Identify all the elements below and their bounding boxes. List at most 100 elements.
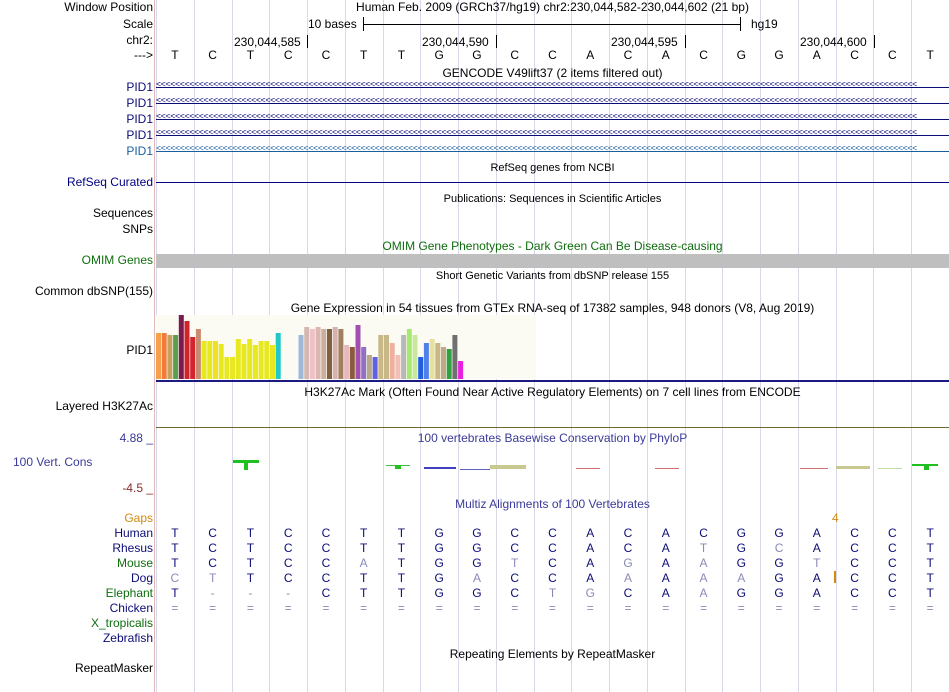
gtex-tissue-bar[interactable] (332, 327, 338, 379)
alignment-base: A (661, 571, 670, 585)
species-label[interactable]: Rhesus (112, 541, 153, 555)
gtex-tissue-bar[interactable] (167, 335, 173, 379)
gtex-tissue-bar[interactable] (235, 339, 241, 379)
gtex-tissue-bar[interactable] (173, 335, 179, 379)
alignment-base: T (926, 556, 934, 570)
species-label[interactable]: X_tropicalis (90, 616, 153, 630)
species-label[interactable]: Dog (130, 571, 153, 585)
alignment-base: A (661, 586, 670, 600)
gencode-gene-label[interactable]: PID1 (126, 80, 153, 94)
refseq-feature-line[interactable] (156, 182, 949, 183)
species-label[interactable]: Human (114, 526, 153, 540)
gtex-tissue-bar[interactable] (252, 345, 258, 379)
alignment-base: C (623, 541, 633, 555)
gencode-gene-feature[interactable]: <<<<<<<<<<<<<<<<<<<<<<<<<<<<<<<<<<<<<<<<… (156, 114, 949, 125)
species-label[interactable]: Mouse (116, 556, 153, 570)
gencode-gene-feature[interactable]: <<<<<<<<<<<<<<<<<<<<<<<<<<<<<<<<<<<<<<<<… (156, 98, 949, 109)
gtex-tissue-bar[interactable] (423, 343, 429, 379)
h3k27ac-track-label[interactable]: Layered H3K27Ac (55, 399, 153, 413)
conservation-mark (655, 468, 679, 469)
gtex-tissue-bar[interactable] (452, 335, 458, 379)
gtex-tissue-bar[interactable] (355, 325, 361, 379)
gtex-tissue-bar[interactable] (441, 347, 446, 379)
alignment-base: T (246, 571, 255, 585)
gencode-gene-label[interactable]: PID1 (126, 144, 153, 158)
gtex-tissue-bar[interactable] (309, 329, 315, 379)
gene-intron-line (156, 151, 949, 152)
gtex-tissue-bar[interactable] (349, 347, 355, 379)
alignment-base: G (774, 571, 784, 585)
gtex-tissue-bar[interactable] (247, 339, 253, 379)
gtex-tissue-bar[interactable] (458, 361, 464, 379)
gtex-tissue-bar[interactable] (418, 357, 424, 379)
gtex-tissue-bar[interactable] (321, 329, 327, 379)
gtex-tissue-bar[interactable] (213, 341, 218, 379)
gtex-tissue-bar[interactable] (207, 341, 213, 379)
gtex-tissue-bar[interactable] (315, 327, 321, 379)
gtex-tissue-bar[interactable] (361, 347, 367, 379)
refseq-track-label[interactable]: RefSeq Curated (66, 175, 153, 189)
gtex-tissue-bar[interactable] (241, 344, 247, 379)
alignment-base: C (321, 541, 331, 555)
gtex-tissue-bar[interactable] (327, 329, 332, 379)
gtex-tissue-bar[interactable] (406, 329, 412, 379)
gtex-tissue-bar[interactable] (201, 341, 207, 379)
gtex-tissue-bar[interactable] (412, 335, 418, 379)
gtex-tissue-bar[interactable] (338, 329, 344, 379)
gtex-tissue-bar[interactable] (298, 335, 304, 379)
publications-snps-label[interactable]: SNPs (122, 222, 153, 236)
gtex-tissue-bar[interactable] (344, 345, 350, 379)
omim-track-label[interactable]: OMIM Genes (81, 253, 153, 267)
gap-insertion-marker[interactable] (834, 571, 836, 583)
gtex-tissue-bar[interactable] (224, 357, 230, 379)
gaps-label[interactable]: Gaps (124, 511, 153, 525)
gtex-tissue-bar[interactable] (429, 339, 435, 379)
repeatmasker-track-label[interactable]: RepeatMasker (74, 661, 153, 675)
gtex-tissue-bar[interactable] (395, 355, 401, 379)
gtex-tissue-bar[interactable] (275, 333, 281, 379)
strand-label[interactable]: ---> (134, 48, 153, 62)
gencode-gene-feature[interactable]: <<<<<<<<<<<<<<<<<<<<<<<<<<<<<<<<<<<<<<<<… (156, 82, 949, 93)
gtex-tissue-bar[interactable] (190, 337, 196, 379)
gencode-gene-label[interactable]: PID1 (126, 128, 153, 142)
gtex-tissue-bar[interactable] (384, 335, 389, 379)
gtex-tissue-bar[interactable] (446, 349, 452, 379)
gencode-gene-label[interactable]: PID1 (126, 96, 153, 110)
conservation-track-label[interactable]: 100 Vert. Cons (13, 455, 93, 469)
species-label[interactable]: Zebrafish (102, 631, 153, 645)
conservation-ymin-label: -4.5 _ (122, 481, 153, 495)
gtex-tissue-bar[interactable] (372, 357, 378, 379)
gencode-gene-feature[interactable]: <<<<<<<<<<<<<<<<<<<<<<<<<<<<<<<<<<<<<<<<… (156, 130, 949, 141)
gtex-tissue-bar[interactable] (195, 329, 201, 379)
gtex-tissue-bar[interactable] (218, 344, 224, 379)
dbsnp-track-label[interactable]: Common dbSNP(155) (34, 284, 153, 298)
omim-feature-bar[interactable] (156, 254, 949, 268)
gencode-gene-feature[interactable]: <<<<<<<<<<<<<<<<<<<<<<<<<<<<<<<<<<<<<<<<… (156, 146, 949, 157)
gtex-tissue-bar[interactable] (435, 343, 441, 379)
species-label[interactable]: Chicken (109, 601, 153, 615)
gtex-tissue-bar[interactable] (161, 333, 167, 379)
gtex-tissue-bar[interactable] (389, 343, 395, 379)
alignment-base: A (812, 586, 821, 600)
gtex-tissue-bar[interactable] (270, 345, 275, 379)
gtex-tissue-bar[interactable] (366, 355, 372, 379)
gtex-tissue-bar[interactable] (178, 315, 184, 379)
alignment-base: T (360, 586, 368, 600)
gtex-track-label[interactable]: PID1 (126, 343, 153, 357)
gtex-tissue-bar[interactable] (264, 341, 270, 379)
gtex-tissue-bar[interactable] (304, 327, 310, 379)
alignment-base: C (850, 571, 859, 585)
publications-sequences-label[interactable]: Sequences (92, 206, 153, 220)
alignment-base: C (548, 541, 557, 555)
gencode-gene-label[interactable]: PID1 (126, 112, 153, 126)
gtex-tissue-bar[interactable] (258, 341, 264, 379)
species-label[interactable]: Elephant (105, 586, 153, 600)
gtex-tissue-bar[interactable] (401, 335, 407, 379)
gtex-tissue-bar[interactable] (156, 333, 161, 379)
gtex-tissue-bar[interactable] (230, 357, 236, 379)
strand-arrows-icon: <<<<<<<<<<<<<<<<<<<<<<<<<<<<<<<<<<<<<<<<… (156, 82, 917, 89)
gtex-tissue-bar[interactable] (378, 335, 384, 379)
gtex-tissue-bar[interactable] (184, 321, 190, 379)
